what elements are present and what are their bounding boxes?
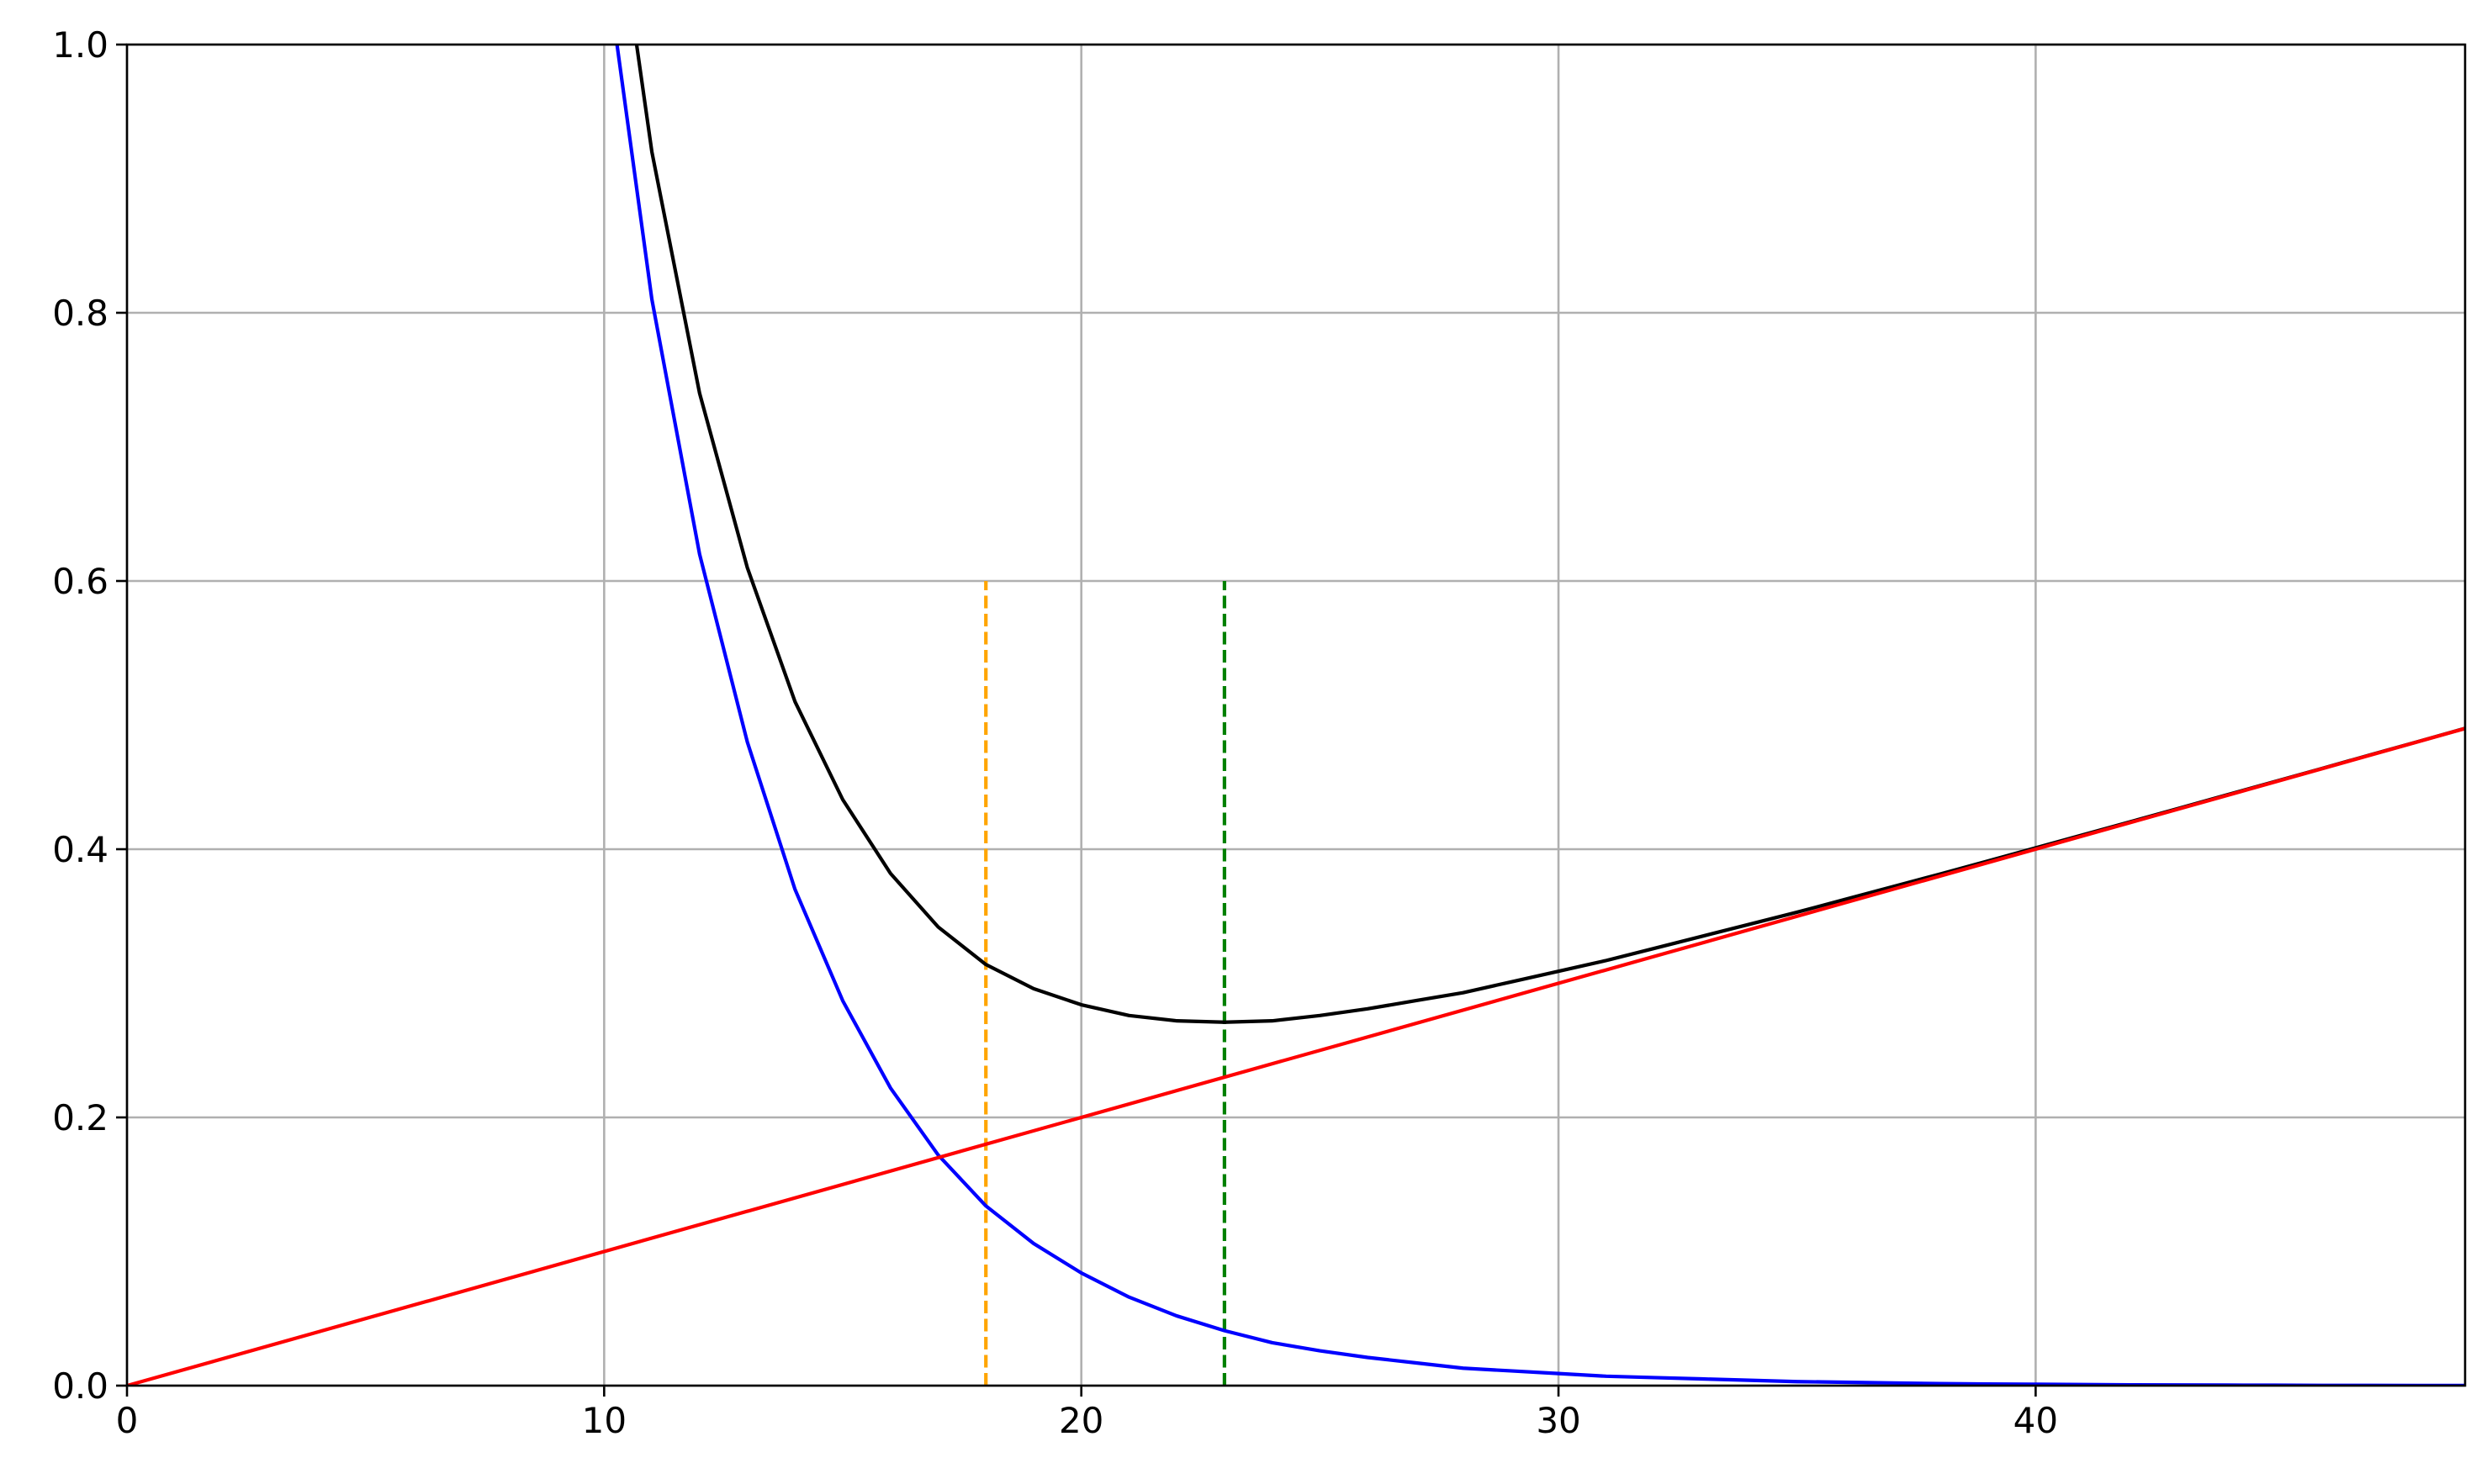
y-tick-label: 0.4 [52,829,108,870]
y-tick-label: 0.6 [52,561,108,602]
plot-area [127,45,2465,1386]
line [615,45,2465,1386]
x-tick-label: 30 [1536,1400,1580,1441]
plot-frame [125,43,2467,1387]
x-tick-label: 10 [582,1400,627,1441]
y-tick-label: 0.8 [52,293,108,334]
x-tick-label: 0 [116,1400,139,1441]
line [634,45,2465,1024]
y-tick-label: 1.0 [52,24,108,66]
x-tick-label: 20 [1059,1400,1103,1441]
line [127,726,2465,1386]
x-tick-label: 40 [2013,1400,2058,1441]
y-tick-label: 0.2 [52,1097,108,1138]
y-tick-label: 0.0 [52,1365,108,1407]
